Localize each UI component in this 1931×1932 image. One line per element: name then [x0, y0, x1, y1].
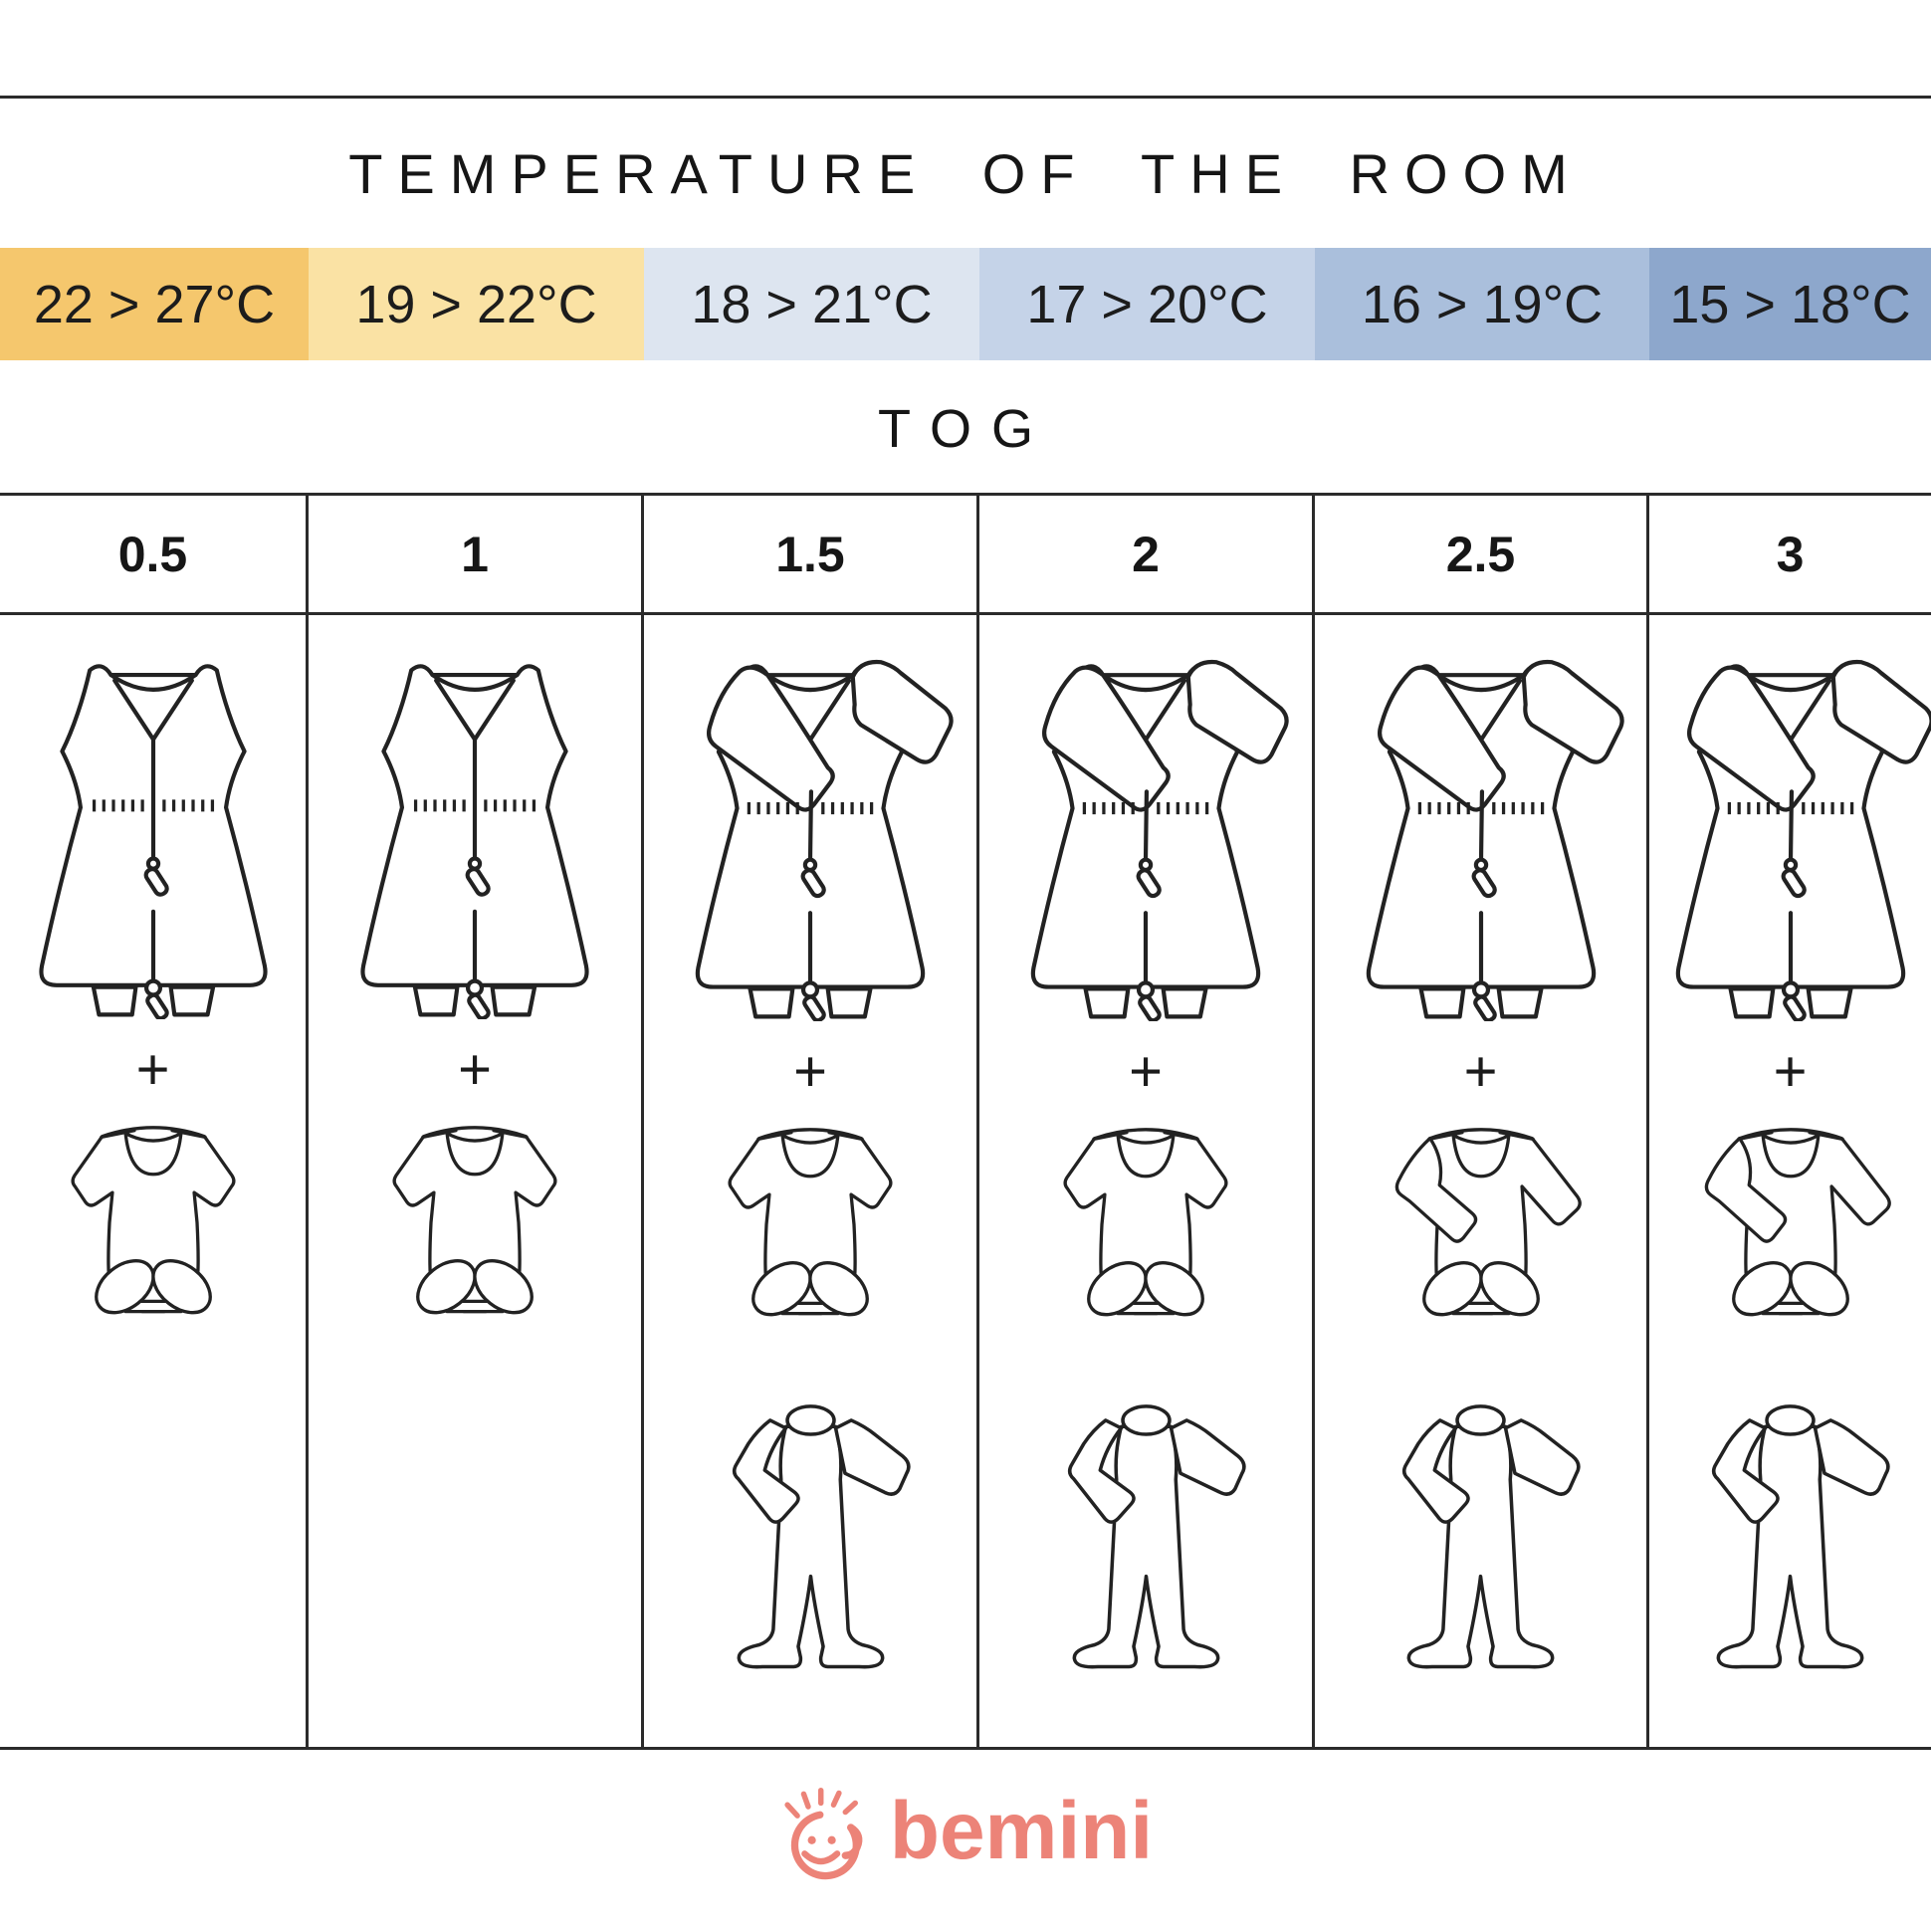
pajama-with-feet-icon: [1673, 1398, 1907, 1679]
bemini-face-icon: [778, 1788, 878, 1887]
temperature-scale: 22 > 27°C 19 > 22°C 18 > 21°C 17 > 20°C …: [0, 248, 1931, 360]
pajama-with-feet-icon: [694, 1398, 928, 1679]
plus-sign: +: [135, 1037, 170, 1102]
bodysuit-long-sleeve-icon: [1372, 1115, 1591, 1327]
tog-value-cell: 2: [979, 496, 1315, 612]
temp-range-cell: 19 > 22°C: [309, 248, 644, 360]
pajama-with-feet-icon: [1364, 1398, 1598, 1679]
sleeping-bag-long-sleeve-icon: [1649, 651, 1931, 1021]
plus-sign: +: [1463, 1039, 1498, 1104]
clothing-column: +: [644, 615, 979, 1747]
tog-value-cell: 2.5: [1315, 496, 1649, 612]
bodysuit-long-sleeve-icon: [1681, 1115, 1900, 1327]
clothing-column: +: [0, 615, 309, 1747]
brand-name: bemini: [889, 1786, 1154, 1876]
temp-range-label: 16 > 19°C: [1361, 274, 1604, 334]
bodysuit-short-sleeve-icon: [365, 1113, 584, 1325]
sleeping-bag-long-sleeve-icon: [997, 651, 1294, 1021]
tog-section-title: TOG: [877, 399, 1053, 459]
sleeping-bag-long-sleeve-icon: [662, 651, 959, 1021]
sleeping-bag-long-sleeve-icon: [1333, 651, 1629, 1021]
bodysuit-short-sleeve-icon: [44, 1113, 263, 1325]
sleeping-bag-sleeveless-icon: [336, 651, 613, 1019]
temp-range-cell: 17 > 20°C: [979, 248, 1315, 360]
clothing-column: +: [979, 615, 1315, 1747]
tog-value-cell: 1.5: [644, 496, 979, 612]
temp-range-label: 17 > 20°C: [1026, 274, 1268, 334]
temp-range-label: 22 > 27°C: [33, 274, 276, 334]
tog-table-body: + + + + + +: [0, 615, 1931, 1747]
top-divider-line: [0, 96, 1931, 99]
temp-range-label: 15 > 18°C: [1669, 274, 1911, 334]
sleeping-bag-sleeveless-icon: [15, 651, 292, 1019]
plus-sign: +: [793, 1039, 827, 1104]
tog-table-header: 0.5 1 1.5 2 2.5 3: [0, 496, 1931, 615]
plus-sign: +: [1129, 1039, 1163, 1104]
bodysuit-short-sleeve-icon: [1036, 1115, 1255, 1327]
clothing-column: +: [1315, 615, 1649, 1747]
tog-table: 0.5 1 1.5 2 2.5 3 + + + + + +: [0, 493, 1931, 1750]
clothing-column: +: [1649, 615, 1931, 1747]
bodysuit-short-sleeve-icon: [701, 1115, 920, 1327]
pajama-with-feet-icon: [1029, 1398, 1263, 1679]
temp-range-cell: 18 > 21°C: [644, 248, 979, 360]
temp-range-label: 19 > 22°C: [355, 274, 597, 334]
brand-logo: bemini: [0, 1786, 1931, 1889]
temp-range-cell: 22 > 27°C: [0, 248, 309, 360]
page-title: TEMPERATURE OF THE ROOM: [348, 142, 1583, 205]
tog-value-cell: 1: [309, 496, 644, 612]
plus-sign: +: [458, 1037, 492, 1102]
plus-sign: +: [1773, 1039, 1808, 1104]
temp-range-label: 18 > 21°C: [691, 274, 933, 334]
tog-value-cell: 3: [1776, 526, 1805, 582]
clothing-column: +: [309, 615, 644, 1747]
temp-range-cell: 16 > 19°C: [1315, 248, 1649, 360]
tog-value-cell: 0.5: [0, 496, 309, 612]
temp-range-cell: 15 > 18°C: [1649, 248, 1931, 360]
